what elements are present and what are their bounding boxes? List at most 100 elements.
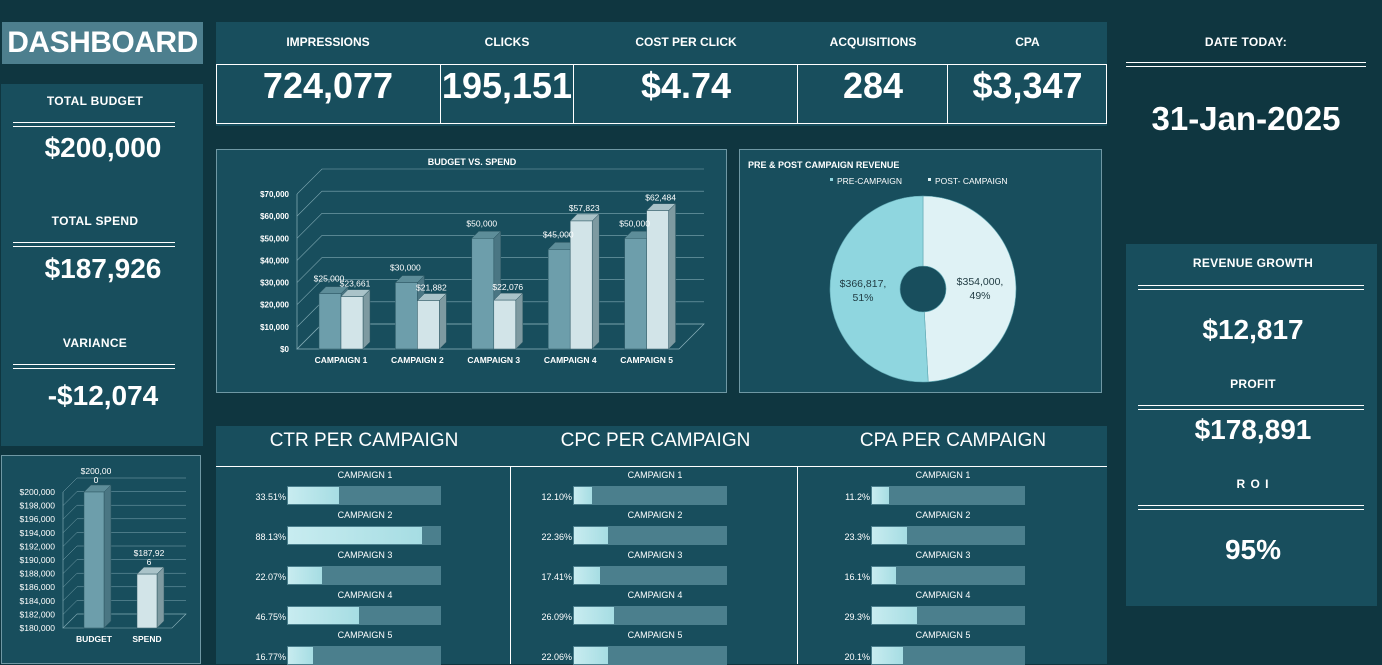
spend-bar (416, 292, 448, 350)
bar-front (318, 293, 342, 350)
gridline (296, 212, 704, 239)
total-spend-label: TOTAL SPEND (51, 214, 139, 228)
spend-data-label: $62,484 (645, 193, 676, 203)
gridline (62, 613, 186, 629)
column-divider (797, 466, 798, 664)
cpa-campaign-label: CAMPAIGN 2 (915, 510, 971, 520)
roi-label: R O I (1236, 477, 1270, 491)
budget-data-label: $50,000 (619, 218, 650, 228)
cpc-progress-track (573, 526, 727, 545)
x-category-label: BUDGET (76, 634, 113, 644)
bar-front (569, 220, 593, 350)
kpi-value-cost-per-click: $4.74 (640, 65, 732, 106)
ctr-progress-fill (288, 487, 339, 504)
cpc-percent-label: 26.09% (541, 612, 572, 622)
cpa-progress-track (871, 486, 1025, 505)
cpa-campaign-label: CAMPAIGN 1 (915, 470, 971, 480)
cpa-percent-label: 20.1% (844, 652, 870, 662)
spend-data-label: $23,661 (340, 279, 371, 289)
kpi-label-impressions: IMPRESSIONS (286, 35, 370, 49)
ctr-progress-track (287, 646, 441, 665)
bar-front (624, 238, 647, 350)
ctr-percent-label: 22.07% (255, 572, 286, 582)
ctr-progress-fill (288, 647, 313, 664)
kpi-bar: IMPRESSIONS CLICKS COST PER CLICK ACQUIS… (216, 22, 1107, 126)
y-tick-label: $190,000 (20, 555, 56, 565)
pie-pct-pre: 51% (852, 292, 873, 304)
spend-data-label: $22,076 (492, 282, 523, 292)
budget-vs-spend-title: BUDGET VS. SPEND (428, 157, 517, 167)
campaign-revenue-chart: PRE & POST CAMPAIGN REVENUE PRE-CAMPAIGN… (739, 149, 1102, 393)
ctr-progress-fill (288, 527, 422, 544)
cpc-percent-label: 22.36% (541, 532, 572, 542)
kpi-label-clicks: CLICKS (484, 35, 530, 49)
kpi-label-acquisitions: ACQUISITIONS (829, 35, 917, 49)
dashboard-title-box: DASHBOARD (2, 22, 203, 64)
y-tick-label: $182,000 (20, 609, 56, 619)
ctr-campaign-label: CAMPAIGN 3 (337, 550, 393, 560)
spend-bar (569, 213, 600, 350)
cpa-progress-track (871, 646, 1025, 665)
total-budget-spend-svg: $180,000 $182,000 $184,000 $186,000 $188,000… (20, 466, 187, 644)
budget-bar (471, 230, 502, 350)
x-category-label: CAMPAIGN 3 (467, 355, 520, 365)
divider (13, 364, 175, 369)
budget-summary-panel: TOTAL BUDGET $200,000 TOTAL SPEND $187,9… (1, 84, 203, 446)
budget-data-label: $30,000 (390, 263, 421, 273)
bar-spend (136, 566, 165, 629)
spend-data-label: $57,823 (569, 203, 600, 213)
kpi-label-cpa: CPA (1015, 35, 1040, 49)
gridline (62, 600, 186, 615)
y-tick-label: $180,000 (20, 623, 56, 633)
bar-value-label-cont: 6 (147, 557, 152, 567)
spend-bar (645, 203, 677, 350)
x-category-label: CAMPAIGN 1 (315, 355, 368, 365)
ctr-progress-track (287, 526, 441, 545)
y-tick-label: $20,000 (260, 301, 289, 310)
spend-data-label: $21,882 (416, 283, 447, 293)
gridline (62, 518, 186, 533)
y-tick-label: $194,000 (20, 528, 56, 538)
y-tick-label: $70,000 (260, 190, 289, 199)
total-budget-label: TOTAL BUDGET (46, 94, 144, 108)
ctr-campaign-label: CAMPAIGN 1 (337, 470, 393, 480)
bar-side (668, 203, 676, 350)
gridline (62, 572, 186, 588)
kpi-separator (947, 64, 948, 124)
cpc-progress-fill (574, 607, 614, 624)
cpc-percent-label: 12.10% (541, 492, 572, 502)
x-category-label: SPEND (132, 634, 161, 644)
date-value: 31-Jan-2025 (1151, 100, 1341, 137)
divider (1138, 505, 1364, 510)
kpi-label-cost-per-click: COST PER CLICK (635, 35, 737, 49)
ctr-title: CTR PER CAMPAIGN (269, 430, 459, 451)
cpc-progress-fill (574, 567, 600, 584)
cpa-progress-fill (872, 567, 896, 584)
variance-label: VARIANCE (62, 336, 128, 350)
kpi-value-cpa: $3,347 (972, 65, 1083, 106)
kpi-separator (440, 64, 441, 124)
y-tick-label: $60,000 (260, 212, 289, 221)
kpi-value-acquisitions: 284 (842, 65, 904, 106)
cpc-title: CPC PER CAMPAIGN (560, 430, 751, 451)
legend-label: PRE-CAMPAIGN (837, 176, 902, 186)
budget-data-label: $25,000 (314, 274, 345, 284)
date-panel: DATE TODAY: 31-Jan-2025 (1126, 22, 1366, 142)
gridline (62, 586, 186, 601)
bar-value-label-cont: 0 (94, 475, 99, 485)
per-campaign-rows: CAMPAIGN 1 33.51% CAMPAIGN 2 88.13% CAMPAIGN… (216, 426, 1107, 665)
bar-front (340, 296, 364, 350)
page-title: DASHBOARD (7, 26, 198, 59)
ctr-percent-label: 88.13% (255, 532, 286, 542)
bar-value-label: $200,00 (81, 466, 112, 476)
ctr-campaign-label: CAMPAIGN 2 (337, 510, 393, 520)
y-tick-label: $192,000 (20, 541, 56, 551)
legend-swatch (928, 178, 931, 181)
gridline (62, 545, 186, 561)
bar-side (439, 292, 447, 350)
revenue-growth-value: $12,817 (1202, 314, 1304, 345)
bar-value-label: $187,92 (134, 548, 165, 558)
divider (13, 242, 175, 247)
profit-label: PROFIT (1230, 377, 1276, 391)
bar-side (156, 566, 165, 629)
